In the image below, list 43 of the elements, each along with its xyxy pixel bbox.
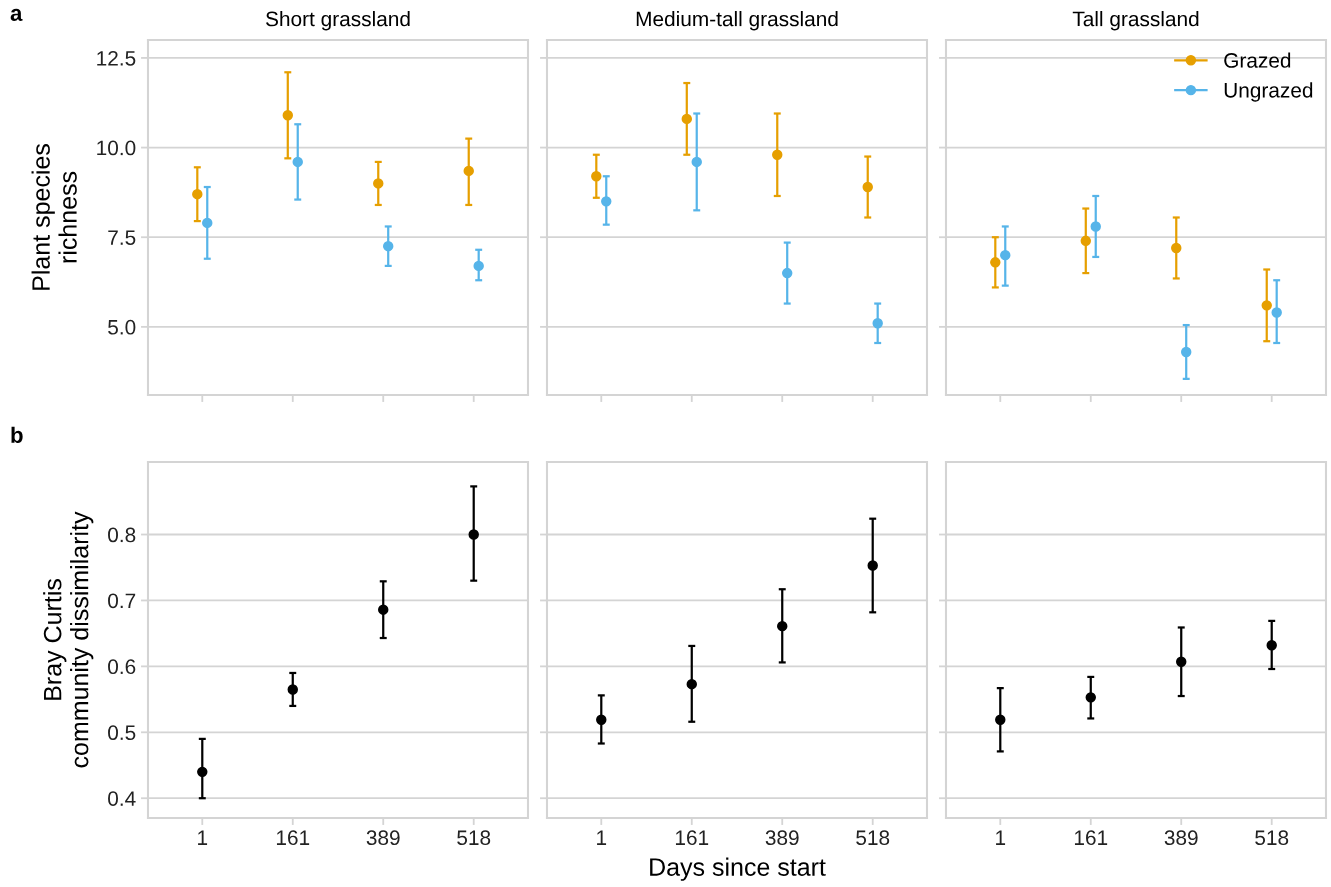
y-tick-label: 0.7	[108, 593, 136, 609]
y-tick-label: 7.5	[108, 230, 136, 245]
point	[596, 714, 607, 725]
y-tick-label: 0.6	[108, 659, 136, 675]
point	[1266, 640, 1277, 651]
legend-label: Grazed	[1224, 52, 1291, 68]
point	[287, 684, 298, 695]
x-tick-label: 389	[1164, 830, 1198, 846]
chart-title: Short grassland	[265, 11, 410, 31]
y-tick-label: 0.5	[108, 725, 136, 741]
y-tick-label: 5.0	[108, 319, 136, 335]
y-axis-title: Plant species richness	[31, 144, 77, 290]
x-tick-label: 518	[856, 830, 890, 846]
text: a	[10, 8, 23, 21]
point	[1176, 656, 1187, 667]
x-tick-label: 1	[996, 830, 1006, 845]
point	[197, 766, 208, 778]
point	[777, 620, 788, 632]
point	[378, 604, 389, 615]
y-axis-title: Bray Curtis community dissimilarity	[43, 511, 94, 768]
point	[1085, 692, 1096, 703]
legend-label: Ungrazed	[1224, 82, 1313, 102]
x-tick-label: 389	[366, 830, 400, 846]
chart-title: Medium-tall grassland	[636, 11, 838, 31]
point	[686, 678, 697, 690]
x-axis-title: Days since start	[650, 857, 826, 881]
x-tick-label: 161	[1074, 830, 1108, 846]
point	[867, 560, 878, 571]
x-tick-label: 161	[276, 830, 310, 846]
text: b	[11, 426, 23, 443]
y-tick-label: 12.5	[97, 50, 136, 66]
point	[995, 714, 1006, 725]
y-tick-label: 0.8	[108, 527, 136, 543]
y-tick-label: 0.4	[108, 791, 136, 806]
x-tick-label: 161	[675, 830, 709, 846]
point	[468, 529, 479, 540]
x-tick-label: 1	[597, 830, 607, 845]
x-tick-label: 1	[198, 830, 208, 845]
x-tick-label: 518	[457, 830, 491, 846]
chart-title: Tall grassland	[1072, 11, 1199, 31]
x-tick-label: 389	[765, 830, 799, 846]
x-tick-label: 518	[1255, 830, 1289, 846]
y-tick-label: 10.0	[97, 140, 136, 156]
